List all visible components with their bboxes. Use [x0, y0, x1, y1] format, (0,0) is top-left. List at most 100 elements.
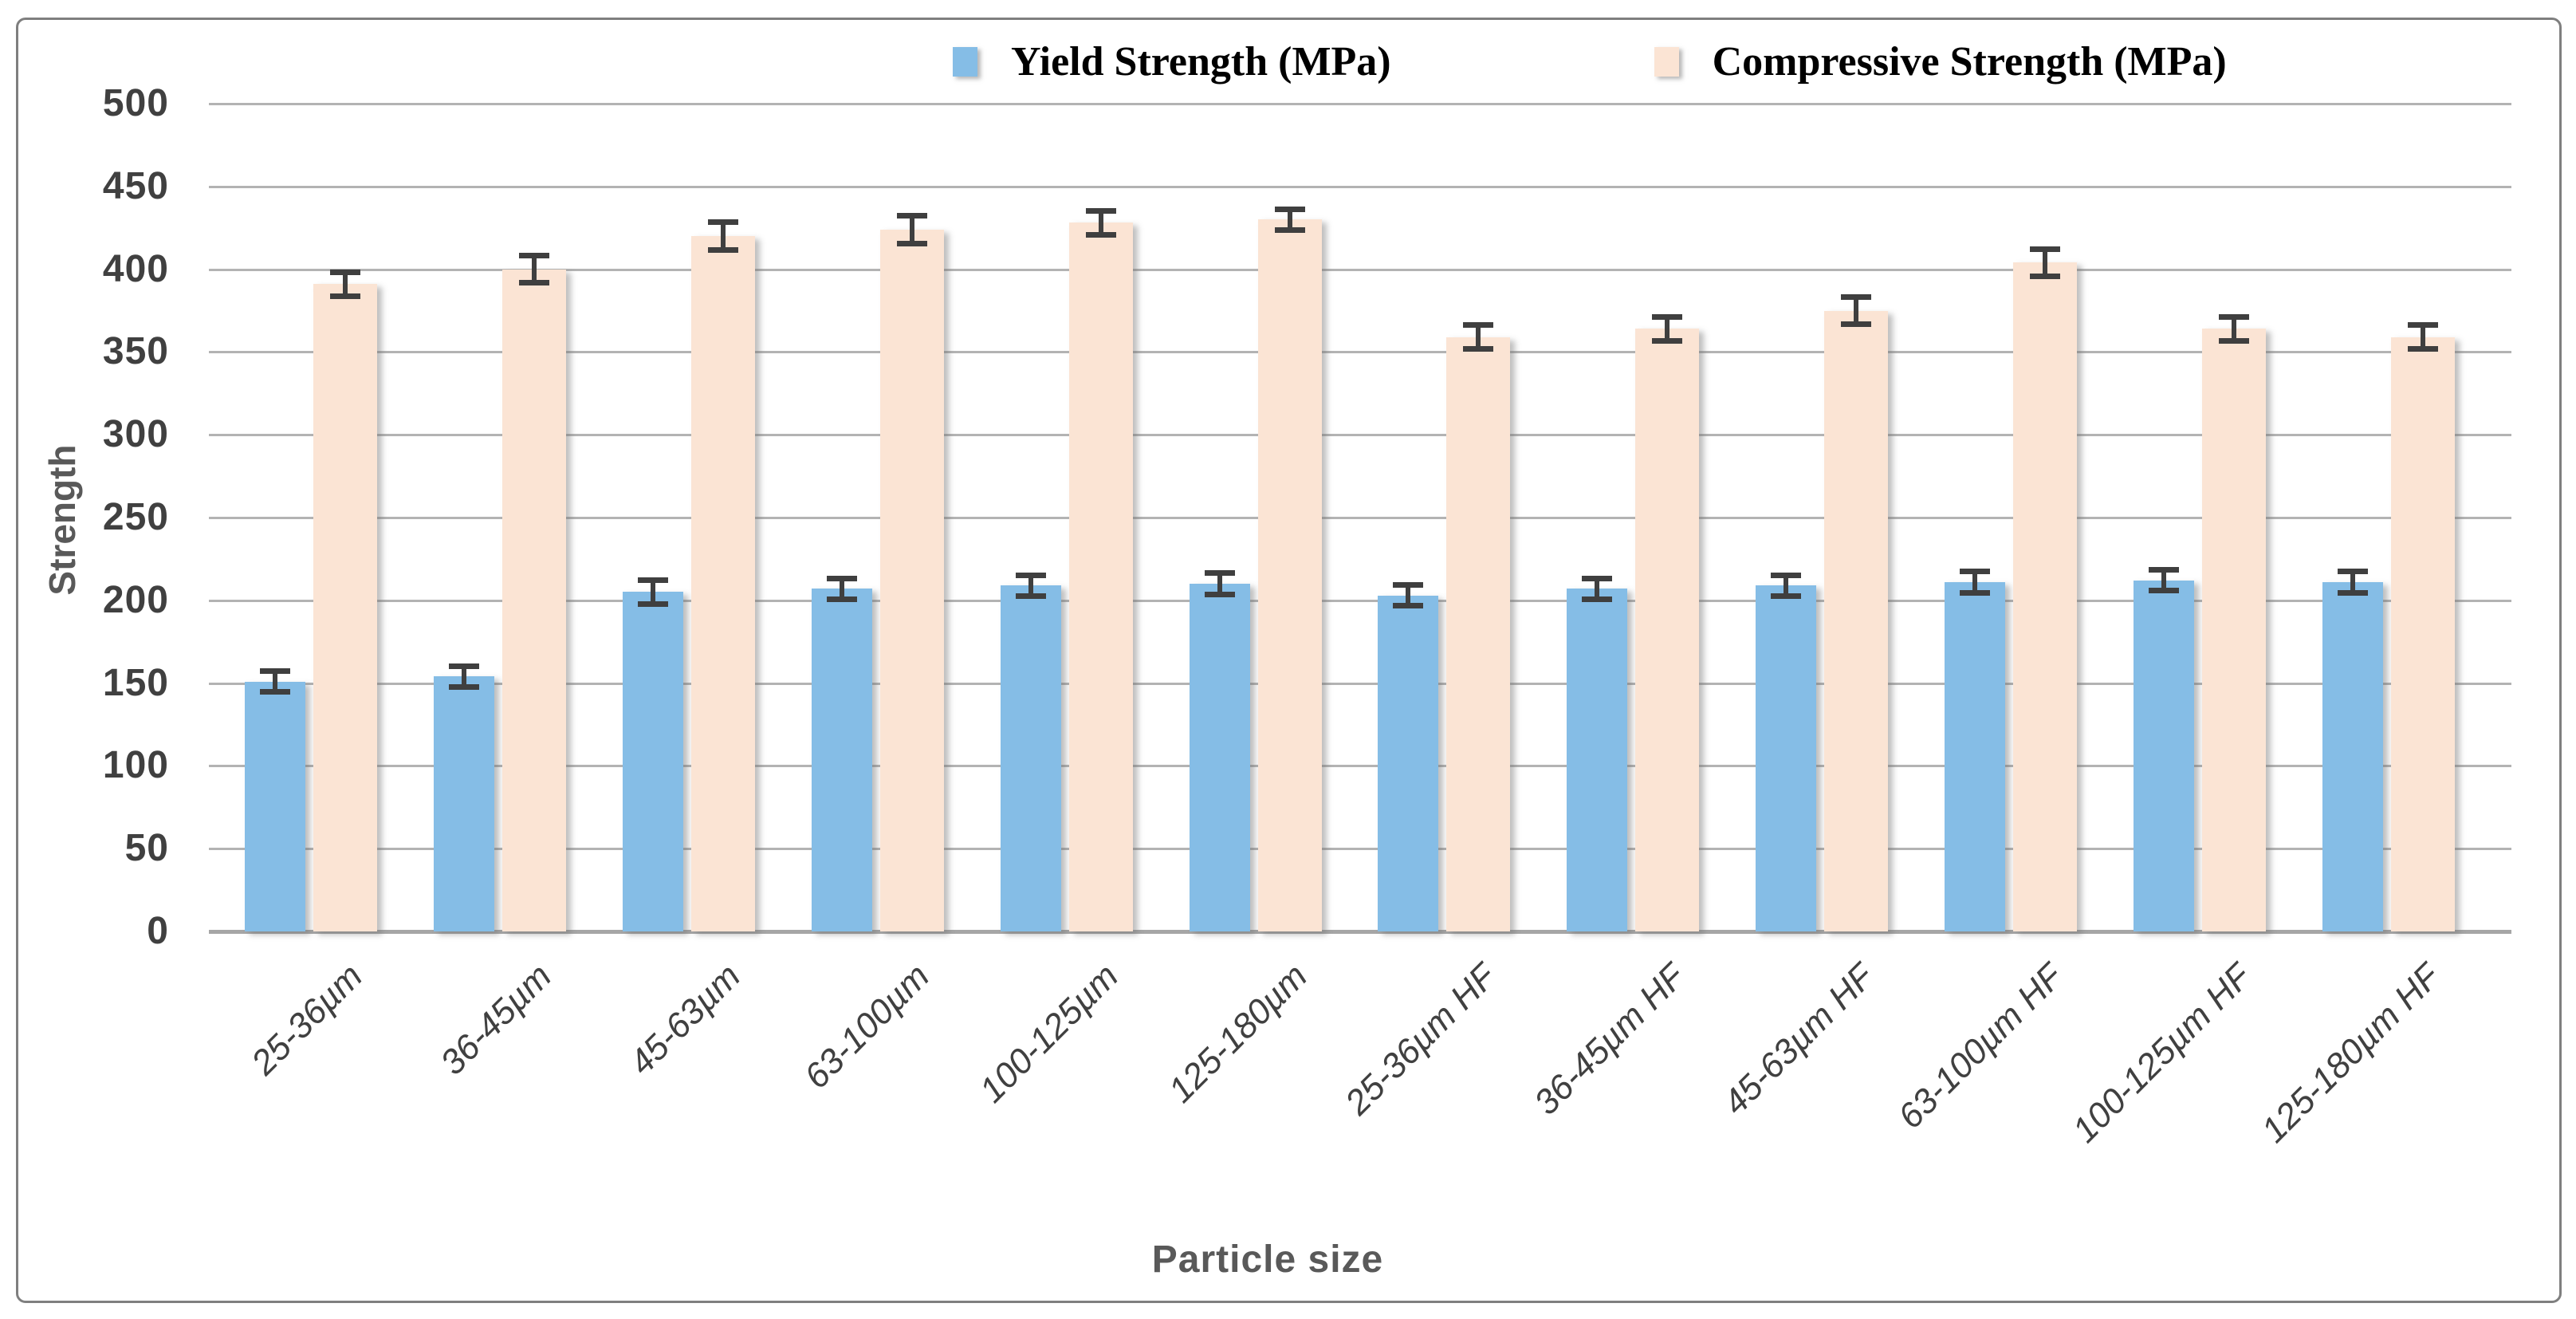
y-tick-label-400: 400: [102, 247, 169, 290]
error-bar-compressive-2: [707, 219, 738, 253]
error-cap-top: [260, 667, 290, 674]
error-bar-yield-7: [1582, 575, 1613, 602]
error-cap-bottom: [1463, 346, 1494, 352]
error-cap-top: [2407, 322, 2438, 329]
error-bar-yield-6: [1393, 581, 1424, 609]
y-tick-label-300: 300: [102, 413, 169, 456]
legend-item-compressive: Compressive Strength (MPa): [1654, 38, 2227, 85]
bar-yield-1: [433, 676, 494, 931]
bar-compressive-10: [2202, 329, 2266, 931]
error-cap-top: [448, 663, 479, 669]
error-cap-bottom: [826, 596, 857, 602]
error-cap-top: [1771, 572, 1802, 578]
error-stem: [1784, 572, 1789, 599]
y-tick-label-500: 500: [102, 82, 169, 124]
gridline-300: [209, 434, 2511, 437]
bar-yield-4: [1000, 585, 1061, 931]
bar-yield-3: [811, 589, 872, 931]
gridline-200: [209, 599, 2511, 602]
error-cap-bottom: [707, 246, 738, 253]
y-tick-label-50: 50: [124, 827, 169, 870]
error-bar-yield-5: [1204, 570, 1235, 597]
error-cap-top: [1960, 569, 1991, 575]
bar-yield-5: [1189, 584, 1250, 931]
error-cap-top: [2219, 313, 2249, 320]
error-stem: [1476, 322, 1481, 352]
error-stem: [1406, 581, 1411, 609]
bar-compressive-5: [1257, 219, 1322, 931]
error-cap-top: [707, 219, 738, 226]
error-cap-top: [896, 213, 927, 219]
error-cap-top: [1204, 570, 1235, 577]
error-stem: [343, 269, 348, 299]
error-stem: [839, 575, 844, 602]
error-cap-bottom: [637, 601, 668, 608]
error-stem: [650, 577, 655, 608]
error-cap-top: [1085, 207, 1116, 214]
error-bar-compressive-1: [518, 252, 549, 286]
compressive-series-swatch: [1654, 47, 1679, 77]
error-cap-bottom: [1652, 338, 1683, 344]
error-stem: [909, 213, 914, 246]
error-bar-compressive-8: [1841, 293, 1872, 328]
error-bar-yield-0: [260, 667, 290, 695]
gridline-50: [209, 848, 2511, 851]
error-cap-bottom: [1393, 603, 1424, 609]
bar-yield-11: [2322, 581, 2383, 931]
error-stem: [531, 252, 537, 286]
error-cap-top: [1274, 206, 1305, 212]
error-cap-bottom: [1771, 593, 1802, 599]
error-cap-top: [826, 575, 857, 581]
error-cap-bottom: [2407, 346, 2438, 352]
error-stem: [2420, 322, 2425, 352]
error-cap-top: [2149, 567, 2179, 573]
error-cap-bottom: [1085, 232, 1116, 238]
gridline-350: [209, 351, 2511, 354]
error-bar-yield-8: [1771, 572, 1802, 599]
bar-yield-10: [2134, 580, 2194, 931]
error-cap-top: [1393, 581, 1424, 588]
error-cap-bottom: [1841, 321, 1872, 328]
gridline-150: [209, 682, 2511, 685]
error-stem: [720, 219, 726, 253]
error-cap-bottom: [1960, 589, 1991, 596]
error-cap-top: [1582, 575, 1613, 581]
y-tick-label-200: 200: [102, 578, 169, 621]
error-bar-compressive-3: [896, 213, 927, 246]
error-cap-top: [2337, 569, 2368, 575]
error-cap-top: [518, 252, 549, 258]
bar-compressive-1: [501, 269, 566, 931]
error-bar-compressive-5: [1274, 206, 1305, 233]
bar-compressive-8: [1824, 310, 1889, 931]
gridline-250: [209, 517, 2511, 519]
bar-compressive-7: [1635, 329, 1700, 931]
error-cap-bottom: [2219, 338, 2249, 344]
bar-compressive-3: [879, 229, 944, 931]
gridline-400: [209, 268, 2511, 271]
error-stem: [461, 663, 466, 690]
error-stem: [1665, 313, 1670, 344]
error-bar-yield-3: [826, 575, 857, 602]
error-bar-yield-9: [1960, 569, 1991, 596]
gridline-100: [209, 765, 2511, 768]
bar-compressive-11: [2390, 337, 2455, 931]
error-bar-compressive-4: [1085, 207, 1116, 238]
gridline-450: [209, 185, 2511, 188]
y-tick-label-350: 350: [102, 330, 169, 373]
error-bar-yield-11: [2337, 569, 2368, 596]
error-cap-top: [1652, 313, 1683, 320]
error-cap-bottom: [1582, 596, 1613, 602]
error-cap-top: [2030, 246, 2061, 252]
error-bar-yield-4: [1015, 572, 1046, 599]
error-bar-compressive-6: [1463, 322, 1494, 352]
error-cap-bottom: [1274, 226, 1305, 233]
error-stem: [1287, 206, 1292, 233]
bar-yield-7: [1567, 589, 1628, 931]
error-cap-bottom: [330, 293, 360, 299]
error-stem: [2043, 246, 2048, 280]
error-cap-bottom: [518, 280, 549, 286]
error-bar-compressive-11: [2407, 322, 2438, 352]
bar-compressive-4: [1068, 222, 1133, 931]
